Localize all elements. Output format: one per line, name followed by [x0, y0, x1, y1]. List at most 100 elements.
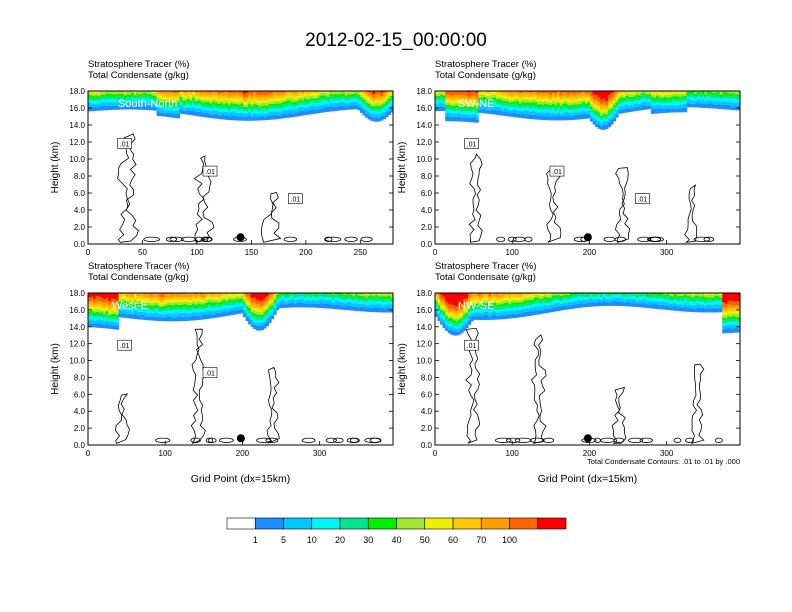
y-tick-label: 8.0 [421, 172, 433, 181]
colorbar-swatch [283, 517, 313, 530]
colorbar-label: 70 [476, 535, 486, 545]
y-axis-label: Height (km) [50, 142, 61, 194]
x-tick-label: 0 [86, 248, 91, 257]
y-tick-label: 16.0 [69, 306, 85, 315]
contour-bubble [201, 236, 209, 242]
colorbar-swatch [311, 517, 341, 530]
x-tick-label: 200 [299, 248, 313, 257]
plot-frame [87, 90, 394, 245]
y-tick-label: 4.0 [421, 407, 433, 416]
contour-bubble [190, 437, 201, 443]
contour-bubble [346, 437, 359, 443]
colorbar-swatch [480, 517, 510, 530]
colorbar-label: 30 [363, 535, 373, 545]
x-tick-label: 0 [86, 449, 91, 458]
plot-frame [434, 292, 741, 446]
panel-title-line: Total Condensate (g/kg) [435, 70, 536, 81]
y-tick-label: 8.0 [74, 373, 86, 382]
y-tick-label: 10.0 [416, 357, 432, 366]
y-tick-label: 6.0 [74, 390, 86, 399]
contour-plume [684, 184, 698, 243]
contour-plume [611, 386, 627, 444]
tracer-field [88, 91, 393, 243]
contour-label-box [288, 193, 303, 204]
contour-label-box [117, 339, 132, 351]
x-tick-label: 100 [506, 248, 520, 257]
contour-label-box [635, 193, 650, 204]
plot-frame [87, 292, 394, 446]
contour-bubble [344, 236, 358, 242]
x-tick-label: 100 [159, 449, 173, 458]
contour-label: .01 [205, 371, 215, 378]
contour-plume [266, 366, 280, 444]
condensate-contours [115, 328, 382, 445]
y-tick-label: 0.0 [74, 441, 86, 450]
x-tick-label: 50 [138, 248, 147, 257]
contour-bubble [673, 437, 682, 443]
panel-title-line: Stratosphere Tracer (%) [435, 59, 536, 70]
contour-bubble [169, 236, 184, 242]
contour-plume [530, 334, 547, 444]
condensate-contours [468, 153, 715, 243]
contour-label: .01 [120, 142, 130, 149]
contour-bubble [714, 437, 723, 443]
y-tick-label: 4.0 [74, 206, 86, 215]
colorbar-swatch [424, 517, 454, 530]
contour-label-box [202, 165, 218, 177]
y-tick-label: 12.0 [416, 138, 432, 147]
figure-title: 2012-02-15_00:00:00 [305, 30, 487, 51]
contour-plume [615, 167, 631, 243]
contour-bubble [613, 437, 625, 443]
contour-bubble [219, 437, 234, 443]
contour-bubble [639, 437, 653, 443]
contour-bubble [614, 236, 626, 242]
contour-plume [115, 393, 130, 444]
contour-label-box [464, 339, 479, 351]
colorbar-swatch [226, 517, 256, 530]
contour-bubble [693, 236, 711, 242]
contour-note: Total Condensate Contours: .01 to .01 by… [587, 457, 740, 466]
contour-bubble [703, 236, 715, 242]
contour-label: .01 [552, 169, 562, 176]
location-marker [583, 434, 592, 443]
contour-plume [691, 363, 705, 444]
contour-bubble [256, 437, 272, 443]
section-name: South-North [118, 98, 177, 110]
contour-label-box [202, 367, 218, 378]
panel-title-line: Total Condensate (g/kg) [88, 272, 189, 283]
contour-bubble [325, 437, 337, 443]
y-tick-label: 14.0 [69, 323, 85, 332]
y-tick-label: 2.0 [74, 223, 86, 232]
contour-bubble [360, 236, 373, 242]
panel-sw-ne: .01 .01 .01 SW-NE Stratosphere Tracer (%)Tot… [397, 59, 741, 257]
contour-bubble [324, 236, 333, 242]
contour-bubble [506, 437, 521, 443]
contour-bubble [496, 236, 506, 242]
x-tick-label: 100 [190, 248, 204, 257]
y-tick-label: 8.0 [421, 373, 433, 382]
y-tick-label: 16.0 [69, 104, 85, 113]
colorbar-swatch [367, 517, 397, 530]
section-name: West-E [112, 300, 148, 312]
contour-label: .01 [467, 343, 477, 350]
tracer-field [435, 91, 740, 243]
y-tick-label: 10.0 [416, 155, 432, 164]
contour-label-box [117, 138, 132, 149]
contour-plume [546, 165, 562, 243]
x-axis-label: Grid Point (dx=15km) [538, 473, 638, 485]
colorbar: 1 5 10 20 30 40 50 60 70 100 [226, 517, 567, 545]
location-marker [583, 233, 592, 242]
y-tick-label: 12.0 [69, 138, 85, 147]
colorbar-swatch [452, 517, 482, 530]
x-tick-label: 300 [660, 449, 674, 458]
y-tick-label: 2.0 [74, 424, 86, 433]
x-axis-label: Grid Point (dx=15km) [191, 473, 291, 485]
colorbar-swatch [396, 517, 426, 530]
condensate-contours [117, 133, 373, 243]
section-name: NW-SE [458, 300, 494, 312]
y-tick-label: 16.0 [416, 306, 432, 315]
contour-label: .01 [205, 169, 215, 176]
x-tick-label: 150 [245, 248, 259, 257]
x-tick-label: 0 [433, 248, 438, 257]
